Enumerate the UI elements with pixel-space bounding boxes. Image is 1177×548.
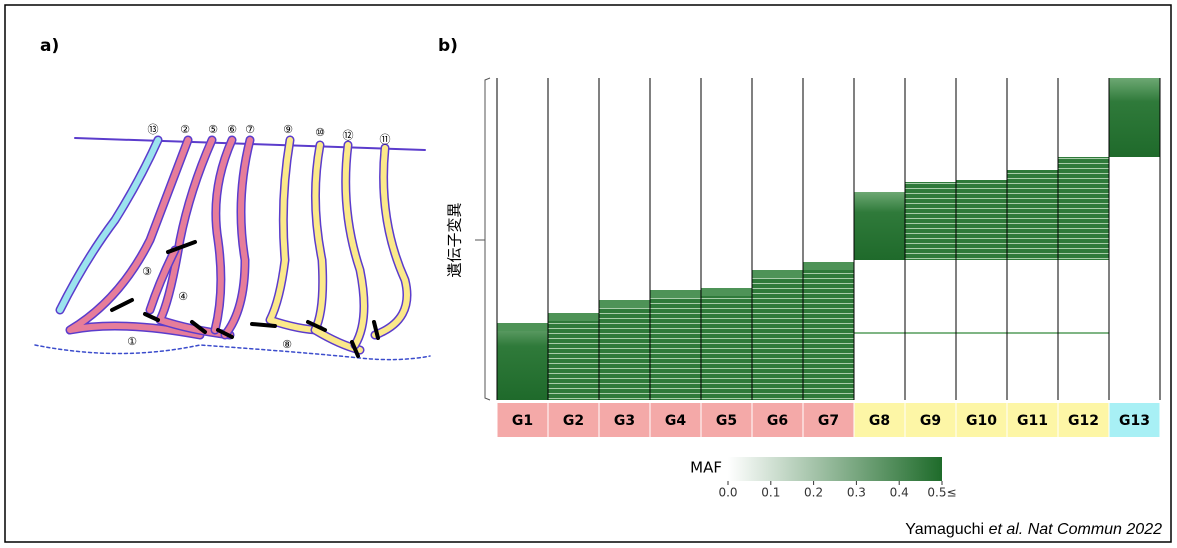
group-label: G5 — [716, 413, 737, 429]
site-marker: ④ — [178, 290, 188, 303]
heat-block — [1109, 78, 1160, 157]
figure: a) b) ⑬ ② ⑤⑥⑦ ⑨ ⑩ ⑫ ⑪ ③ ④ ① ⑧ 遺伝子変異 G1 G2 G3 G4 G5 G6 G7… — [0, 0, 1177, 548]
site-marker: ⑤ — [208, 123, 218, 136]
heat-band — [548, 313, 599, 321]
group-label: G12 — [1068, 413, 1099, 429]
heat-line — [905, 332, 956, 334]
group-label: G7 — [818, 413, 839, 429]
site-marker: ⑫ — [343, 129, 354, 142]
site-marker: ⑧ — [282, 338, 292, 351]
site-marker: ⑪ — [380, 133, 391, 146]
heat-block — [497, 323, 548, 400]
heat-band — [497, 323, 548, 331]
site-marker: ⑦ — [245, 123, 255, 136]
heat-band — [650, 290, 701, 298]
heat-block — [854, 192, 905, 260]
heat-block — [548, 313, 599, 400]
site-marker: ⑬ — [148, 123, 159, 136]
site-marker: ⑨ — [283, 123, 293, 136]
colorbar — [728, 457, 942, 481]
heat-band — [701, 288, 752, 296]
colorbar-tick-label: 0.4 — [890, 486, 909, 500]
group-label: G1 — [512, 413, 533, 429]
group-label: G13 — [1119, 413, 1150, 429]
colorbar-tick-label: 0.5≤ — [927, 486, 956, 500]
figure-canvas: a) b) ⑬ ② ⑤⑥⑦ ⑨ ⑩ ⑫ ⑪ ③ ④ ① ⑧ 遺伝子変異 G1 G2 G3 G4 G5 G6 G7… — [0, 0, 1177, 548]
frame — [5, 5, 1171, 542]
citation-author: Yamaguchi — [905, 521, 984, 538]
group-label: G2 — [563, 413, 584, 429]
citation-journal: Nat Commun 2022 — [1028, 521, 1162, 538]
barrier — [252, 324, 275, 326]
heat-block — [1007, 170, 1058, 260]
site-marker: ⑩ — [315, 126, 325, 139]
citation-etal: et al. — [989, 521, 1024, 538]
colorbar-tick-label: 0.2 — [804, 486, 823, 500]
heat-block — [803, 262, 854, 400]
site-marker: ③ — [142, 265, 152, 278]
group-label: G9 — [920, 413, 941, 429]
heat-block — [650, 290, 701, 400]
heat-band — [599, 300, 650, 308]
panel-label: a) — [40, 36, 59, 56]
heat-band — [803, 262, 854, 270]
panel-label: b) — [438, 36, 458, 56]
heat-block — [599, 300, 650, 400]
citation: Yamaguchi et al. Nat Commun 2022 — [905, 521, 1162, 538]
heat-line — [956, 332, 1007, 334]
colorbar-title: MAF — [690, 459, 722, 477]
group-label: G6 — [767, 413, 788, 429]
heat-block — [905, 182, 956, 260]
group-label: G4 — [665, 413, 686, 429]
site-marker: ⑥ — [227, 123, 237, 136]
group-label: G8 — [869, 413, 890, 429]
heat-block — [1058, 157, 1109, 260]
group-label: G10 — [966, 413, 997, 429]
heat-block — [752, 270, 803, 400]
heat-line — [1007, 332, 1058, 334]
heat-line — [1058, 332, 1109, 334]
site-marker: ② — [180, 123, 190, 136]
heat-block — [956, 180, 1007, 260]
colorbar-tick-label: 0.0 — [718, 486, 737, 500]
site-marker: ① — [127, 335, 137, 348]
colorbar-tick-label: 0.3 — [847, 486, 866, 500]
group-label: G11 — [1017, 413, 1048, 429]
group-label: G3 — [614, 413, 635, 429]
colorbar-tick-label: 0.1 — [761, 486, 780, 500]
heat-band — [752, 270, 803, 278]
y-axis-label: 遺伝子変異 — [446, 202, 464, 277]
heat-line — [854, 332, 905, 334]
heat-block — [701, 288, 752, 400]
